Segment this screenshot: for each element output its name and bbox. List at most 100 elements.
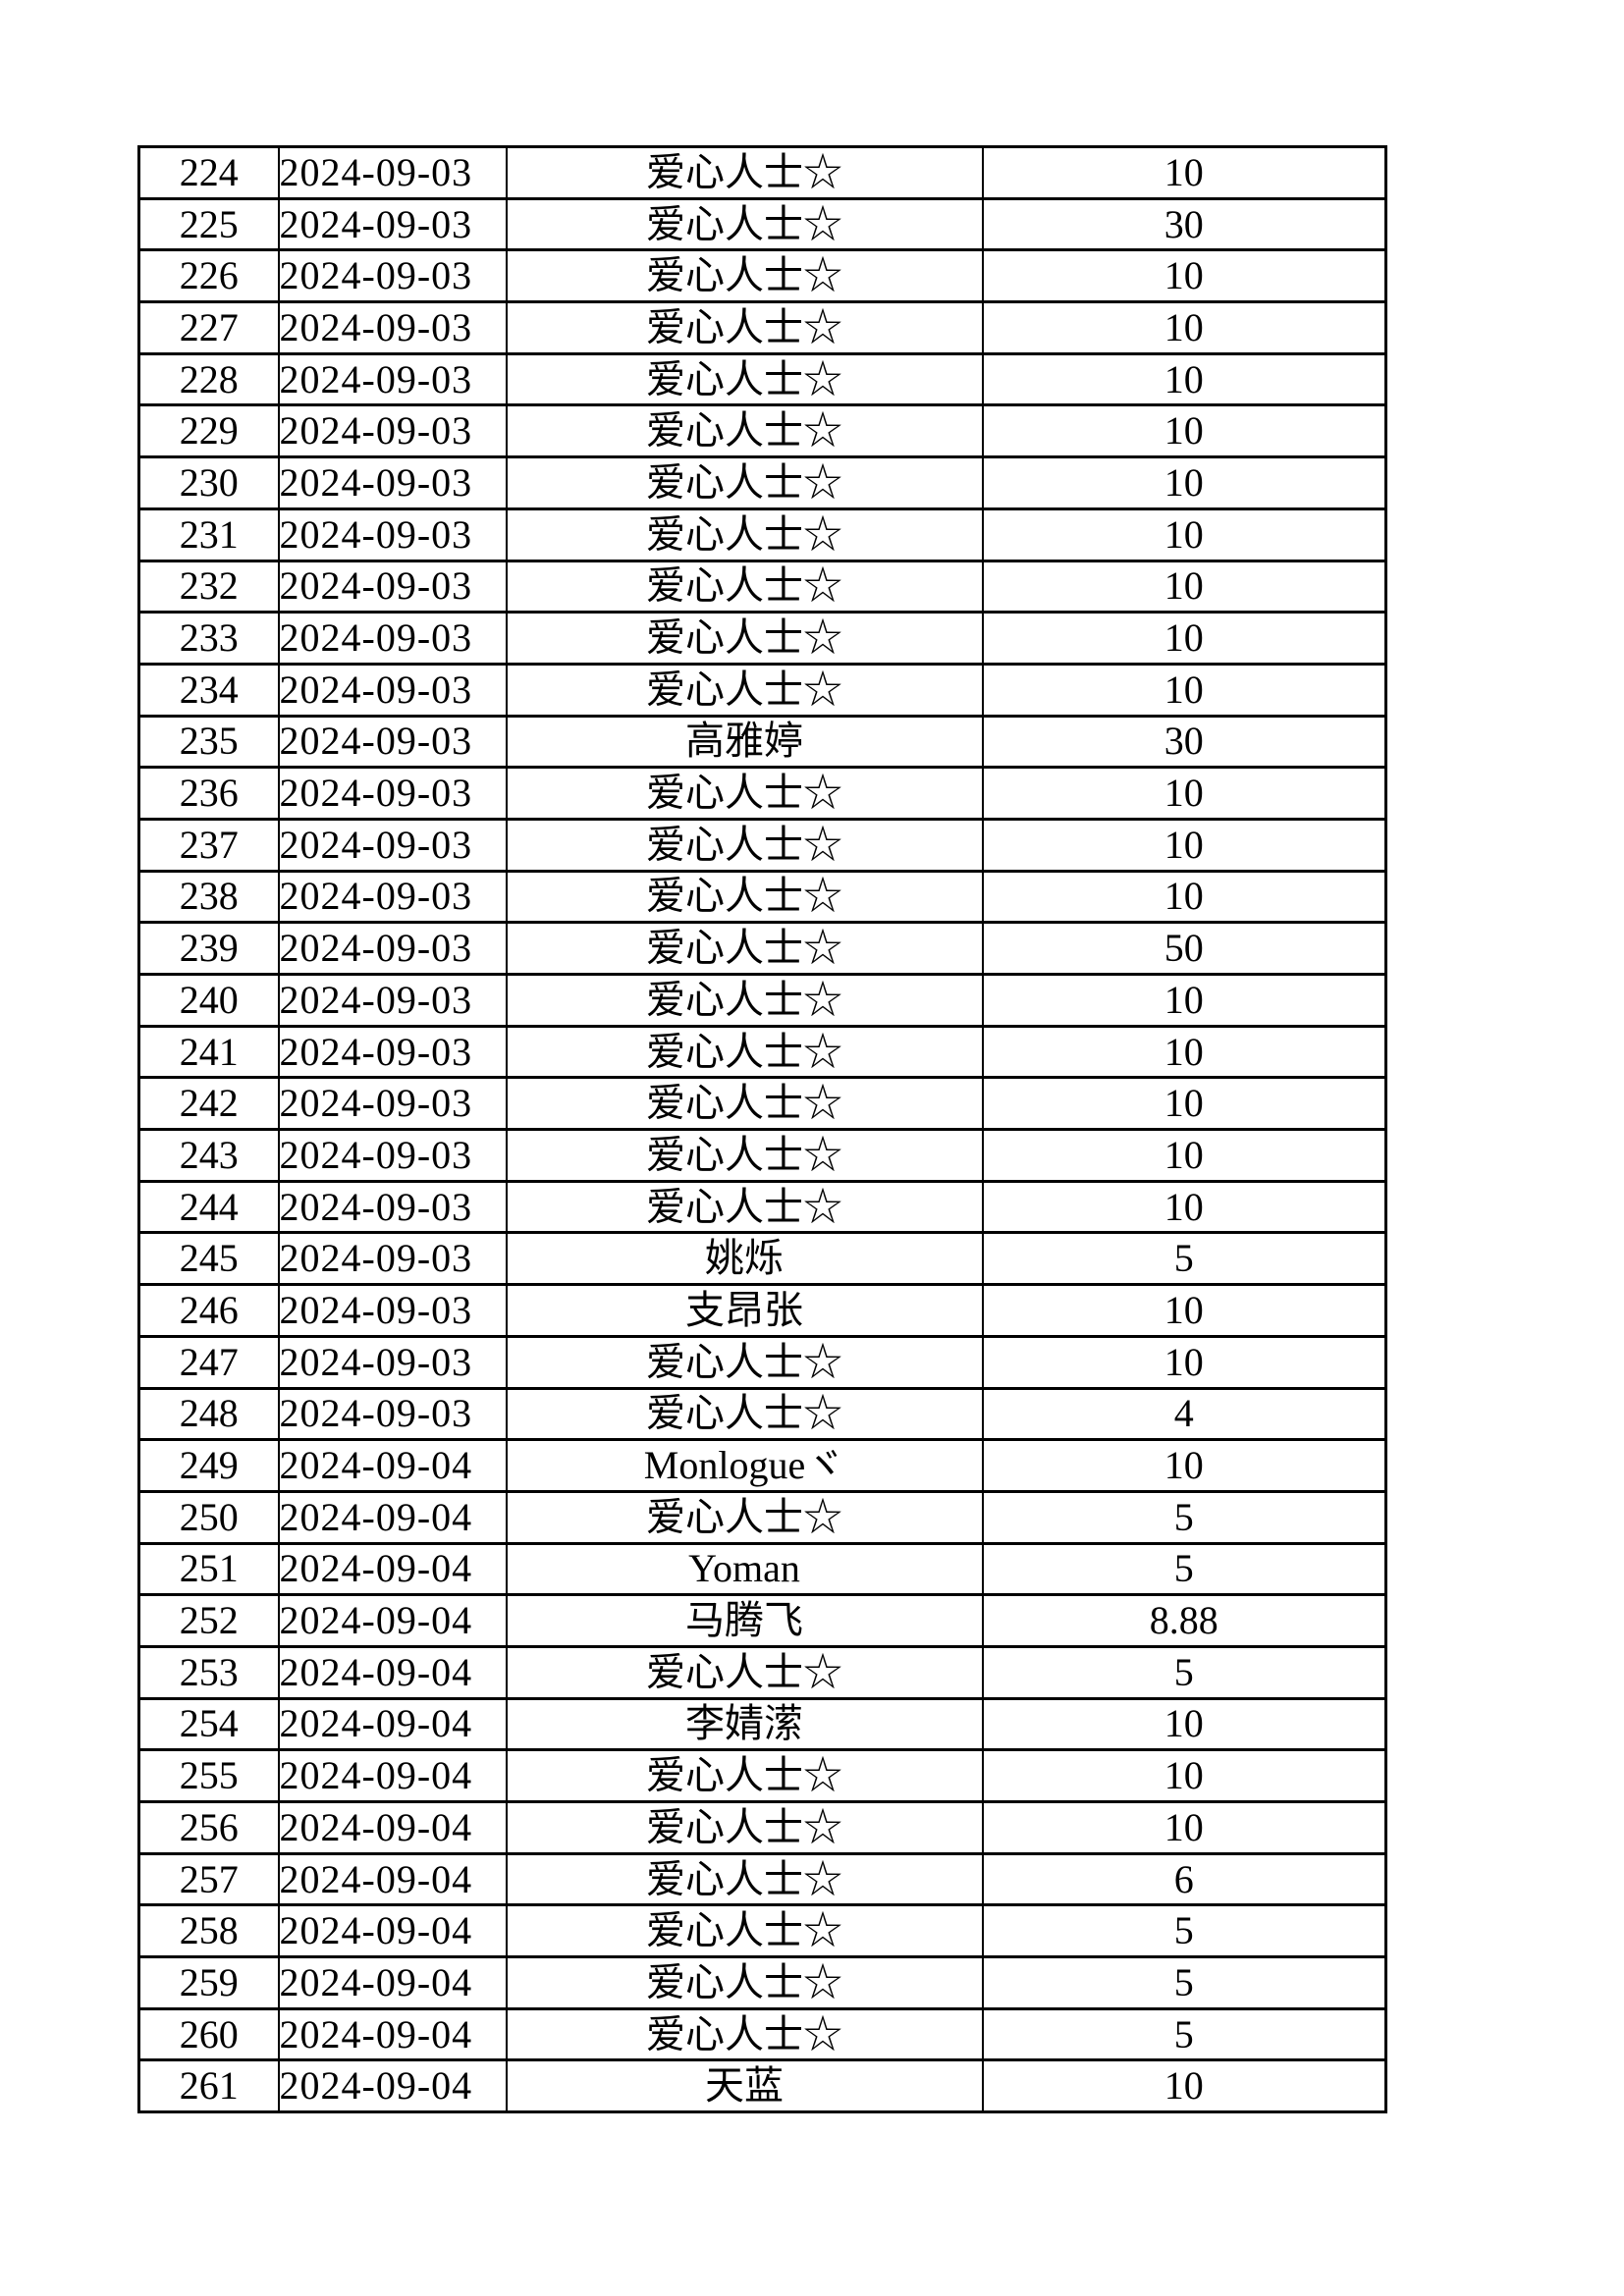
donor-name-cell: 爱心人士☆ [505, 611, 984, 666]
donor-name-cell: 马腾飞 [505, 1593, 984, 1648]
row-number-cell: 241 [137, 1024, 280, 1080]
table-row: 240 2024-09-03 爱心人士☆ 10 [137, 973, 1387, 1028]
amount-cell: 10 [981, 351, 1387, 407]
amount-cell: 30 [981, 196, 1387, 252]
donor-name-cell: 爱心人士☆ [505, 1644, 984, 1700]
donation-date-cell: 2024-09-03 [277, 196, 508, 252]
amount-cell: 5 [981, 1903, 1387, 1959]
donation-date-cell: 2024-09-03 [277, 1179, 508, 1235]
donation-date-cell: 2024-09-04 [277, 2006, 508, 2062]
amount-cell: 10 [981, 507, 1387, 562]
row-number-cell: 233 [137, 611, 280, 666]
table-row: 226 2024-09-03 爱心人士☆ 10 [137, 248, 1387, 304]
row-number-cell: 250 [137, 1489, 280, 1545]
donation-date-cell: 2024-09-03 [277, 714, 508, 770]
table-row: 233 2024-09-03 爱心人士☆ 10 [137, 611, 1387, 666]
row-number-cell: 255 [137, 1748, 280, 1803]
donation-date-cell: 2024-09-04 [277, 2058, 508, 2114]
donor-name-cell: 爱心人士☆ [505, 766, 984, 821]
donation-date-cell: 2024-09-04 [277, 1541, 508, 1597]
table-row: 254 2024-09-04 李婧潆 10 [137, 1696, 1387, 1752]
amount-cell: 5 [981, 1231, 1387, 1287]
donor-name-cell: 爱心人士☆ [505, 1955, 984, 2010]
row-number-cell: 261 [137, 2058, 280, 2114]
row-number-cell: 245 [137, 1231, 280, 1287]
table-row: 257 2024-09-04 爱心人士☆ 6 [137, 1851, 1387, 1907]
table-row: 237 2024-09-03 爱心人士☆ 10 [137, 817, 1387, 873]
amount-cell: 8.88 [981, 1593, 1387, 1648]
row-number-cell: 230 [137, 455, 280, 510]
donor-name-cell: 爱心人士☆ [505, 817, 984, 873]
row-number-cell: 226 [137, 248, 280, 304]
table-row: 234 2024-09-03 爱心人士☆ 10 [137, 662, 1387, 718]
table-row: 232 2024-09-03 爱心人士☆ 10 [137, 559, 1387, 614]
donor-name-cell: 天蓝 [505, 2058, 984, 2114]
donor-name-cell: 支昂张 [505, 1283, 984, 1338]
amount-cell: 6 [981, 1851, 1387, 1907]
donation-table-body: 224 2024-09-03 爱心人士☆ 10 225 2024-09-03 爱… [137, 145, 1387, 2114]
donation-date-cell: 2024-09-03 [277, 1283, 508, 1338]
donor-name-cell: 爱心人士☆ [505, 1903, 984, 1959]
amount-cell: 10 [981, 1024, 1387, 1080]
donation-date-cell: 2024-09-04 [277, 1800, 508, 1855]
donation-date-cell: 2024-09-03 [277, 403, 508, 459]
table-row: 241 2024-09-03 爱心人士☆ 10 [137, 1024, 1387, 1080]
donation-date-cell: 2024-09-03 [277, 766, 508, 821]
donor-name-cell: 爱心人士☆ [505, 1748, 984, 1803]
table-row: 228 2024-09-03 爱心人士☆ 10 [137, 351, 1387, 407]
donor-name-cell: 爱心人士☆ [505, 1128, 984, 1183]
amount-cell: 5 [981, 1541, 1387, 1597]
donation-date-cell: 2024-09-03 [277, 1386, 508, 1442]
table-row: 227 2024-09-03 爱心人士☆ 10 [137, 300, 1387, 355]
row-number-cell: 228 [137, 351, 280, 407]
table-row: 247 2024-09-03 爱心人士☆ 10 [137, 1334, 1387, 1390]
row-number-cell: 240 [137, 973, 280, 1028]
donor-name-cell: 爱心人士☆ [505, 196, 984, 252]
table-row: 250 2024-09-04 爱心人士☆ 5 [137, 1489, 1387, 1545]
row-number-cell: 231 [137, 507, 280, 562]
amount-cell: 10 [981, 1179, 1387, 1235]
donation-date-cell: 2024-09-03 [277, 300, 508, 355]
amount-cell: 10 [981, 455, 1387, 510]
amount-cell: 5 [981, 1955, 1387, 2010]
donor-name-cell: 爱心人士☆ [505, 869, 984, 925]
row-number-cell: 256 [137, 1800, 280, 1855]
donor-name-cell: 爱心人士☆ [505, 1386, 984, 1442]
row-number-cell: 260 [137, 2006, 280, 2062]
row-number-cell: 236 [137, 766, 280, 821]
table-row: 256 2024-09-04 爱心人士☆ 10 [137, 1800, 1387, 1855]
donation-date-cell: 2024-09-04 [277, 1903, 508, 1959]
donation-date-cell: 2024-09-03 [277, 248, 508, 304]
amount-cell: 10 [981, 1438, 1387, 1493]
table-row: 236 2024-09-03 爱心人士☆ 10 [137, 766, 1387, 821]
donation-date-cell: 2024-09-03 [277, 1334, 508, 1390]
donation-date-cell: 2024-09-03 [277, 351, 508, 407]
row-number-cell: 259 [137, 1955, 280, 2010]
amount-cell: 5 [981, 1644, 1387, 1700]
donor-name-cell: 爱心人士☆ [505, 507, 984, 562]
donor-name-cell: 爱心人士☆ [505, 1851, 984, 1907]
row-number-cell: 234 [137, 662, 280, 718]
table-row: 245 2024-09-03 姚烁 5 [137, 1231, 1387, 1287]
row-number-cell: 232 [137, 559, 280, 614]
amount-cell: 5 [981, 2006, 1387, 2062]
donor-name-cell: 高雅婷 [505, 714, 984, 770]
amount-cell: 10 [981, 611, 1387, 666]
donation-date-cell: 2024-09-04 [277, 1851, 508, 1907]
table-row: 259 2024-09-04 爱心人士☆ 5 [137, 1955, 1387, 2010]
amount-cell: 10 [981, 766, 1387, 821]
row-number-cell: 242 [137, 1076, 280, 1132]
table-row: 229 2024-09-03 爱心人士☆ 10 [137, 403, 1387, 459]
table-row: 225 2024-09-03 爱心人士☆ 30 [137, 196, 1387, 252]
table-row: 239 2024-09-03 爱心人士☆ 50 [137, 921, 1387, 976]
amount-cell: 10 [981, 817, 1387, 873]
donation-date-cell: 2024-09-03 [277, 1076, 508, 1132]
amount-cell: 10 [981, 1748, 1387, 1803]
amount-cell: 5 [981, 1489, 1387, 1545]
amount-cell: 10 [981, 300, 1387, 355]
donation-date-cell: 2024-09-03 [277, 559, 508, 614]
donor-name-cell: 爱心人士☆ [505, 300, 984, 355]
donation-date-cell: 2024-09-04 [277, 1748, 508, 1803]
donor-name-cell: 爱心人士☆ [505, 559, 984, 614]
